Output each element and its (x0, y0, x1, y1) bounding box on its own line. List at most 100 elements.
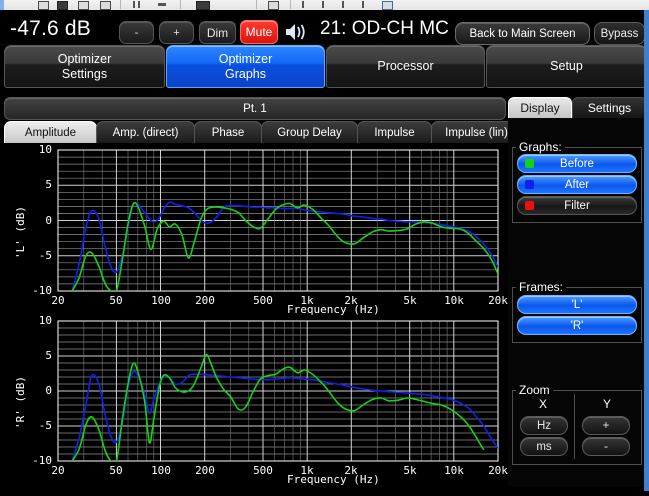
toolbar-icon-7[interactable] (158, 3, 166, 6)
x-axis-tick: 5k (403, 464, 417, 477)
toolbar-icon-6[interactable] (138, 1, 140, 8)
zoom-y-minus-button[interactable]: - (582, 437, 630, 456)
chart-right-channel[interactable]: 10 5 0 -5 -10 20 50 100 200 500 1k 2k 5k 10k 20k 'R' (d… (0, 314, 508, 491)
tab-optimizer-settings[interactable]: Optimizer Settings (4, 45, 165, 88)
dim-button[interactable]: Dim (199, 21, 236, 44)
tab-amp-direct[interactable]: Amp. (direct) (96, 121, 195, 143)
graph-toggle-label: Filter (564, 199, 590, 212)
zoom-divider (574, 394, 575, 459)
x-axis-tick: 50 (109, 464, 123, 477)
tab-setup[interactable]: Setup (486, 45, 647, 88)
y-axis-tick: 10 (38, 143, 52, 156)
window-right-edge (644, 10, 649, 491)
transport-header: -47.6 dB - + Dim Mute 21: OD-CH MC Back … (0, 10, 649, 45)
tab-display[interactable]: Display (508, 97, 572, 118)
graph-toggle-before[interactable]: Before (517, 154, 637, 173)
mute-button[interactable]: Mute (240, 20, 278, 44)
graph-toggle-label: After (564, 178, 590, 191)
gain-increment-button[interactable]: + (159, 21, 194, 44)
x-axis-label: Frequency (Hz) (287, 303, 380, 316)
series-before (71, 201, 498, 291)
toolbar-icon-10[interactable] (322, 1, 324, 8)
toolbar-separator-4 (290, 0, 291, 9)
graph-toggle-label: Before (560, 157, 594, 170)
tab-group-delay[interactable]: Group Delay (261, 121, 358, 143)
toolbar-icon-13[interactable] (382, 1, 393, 10)
tab-settings[interactable]: Settings (572, 97, 647, 118)
x-axis-tick: 20k (488, 464, 508, 477)
zoom-x-axis-label: X (538, 397, 547, 411)
tab-optimizer-graphs[interactable]: Optimizer Graphs (166, 45, 325, 88)
search-icon[interactable] (196, 1, 210, 10)
gain-decrement-button[interactable]: - (119, 21, 154, 44)
toolbar-separator-1 (120, 0, 121, 9)
x-axis-tick: 2k (344, 294, 358, 307)
x-axis-tick: 200 (195, 464, 215, 477)
preset-label: 21: OD-CH MC (320, 18, 449, 39)
toolbar-icon-3[interactable] (78, 1, 89, 10)
main-tab-bar: Optimizer Settings Optimizer Graphs Proc… (0, 45, 649, 90)
tab-processor[interactable]: Processor (326, 45, 485, 88)
graph-toggle-filter[interactable]: Filter (517, 196, 637, 215)
graphs-group (512, 147, 642, 223)
zoom-x-ms-button[interactable]: ms (520, 437, 568, 456)
tab-amplitude[interactable]: Amplitude (4, 121, 97, 143)
y-axis-tick: -10 (32, 284, 52, 297)
plot-canvas (57, 149, 499, 292)
led-before-icon (525, 159, 534, 168)
toolbar-icon-8[interactable] (268, 1, 279, 10)
toolbar-icon-5[interactable] (133, 1, 135, 8)
frame-toggle-r[interactable]: 'R' (517, 316, 637, 335)
y-axis-tick: 0 (45, 384, 52, 397)
x-axis-tick: 100 (151, 464, 171, 477)
x-axis-tick: 200 (195, 294, 215, 307)
y-axis-tick: -5 (38, 249, 52, 262)
y-axis-tick: -10 (32, 454, 52, 467)
x-axis-tick: 50 (109, 294, 123, 307)
graph-type-tab-bar: Amplitude Amp. (direct) Phase Group Dela… (4, 121, 522, 143)
frame-toggle-l[interactable]: 'L' (517, 295, 637, 314)
toolbar-icon-4[interactable] (100, 1, 111, 10)
graph-toggle-after[interactable]: After (517, 175, 637, 194)
back-to-main-screen-button[interactable]: Back to Main Screen (455, 22, 590, 45)
y-axis-tick: 5 (45, 349, 52, 362)
x-axis-tick: 5k (403, 294, 417, 307)
x-axis-label: Frequency (Hz) (287, 473, 380, 486)
led-after-icon (525, 180, 534, 189)
zoom-x-hz-button[interactable]: Hz (520, 416, 568, 435)
toolbar-icon-2[interactable] (57, 1, 68, 10)
zoom-y-plus-button[interactable]: + (582, 416, 630, 435)
series-after (71, 370, 498, 461)
toolbar-icon-11[interactable] (342, 1, 344, 8)
y-axis-tick: -5 (38, 419, 52, 432)
tab-line2: Graphs (225, 66, 266, 81)
x-axis-tick: 20k (488, 294, 508, 307)
speaker-icon[interactable] (284, 22, 310, 42)
os-accent-bar (0, 0, 4, 10)
y-axis-label: 'R' (dB) (14, 376, 27, 429)
bypass-button[interactable]: Bypass (594, 22, 645, 45)
tab-line1: Processor (377, 59, 434, 73)
tab-line1: Setup (550, 59, 583, 73)
frames-group-label: Frames: (516, 280, 567, 294)
measurement-point-bar[interactable]: Pt. 1 (4, 97, 506, 120)
x-axis-tick: 2k (344, 464, 358, 477)
tab-impulse[interactable]: Impulse (357, 121, 432, 143)
tab-impulse-lin[interactable]: Impulse (lin) (431, 121, 522, 143)
tab-line2: Settings (61, 66, 108, 81)
x-axis-tick: 10k (444, 294, 464, 307)
y-axis-label: 'L' (dB) (14, 206, 27, 259)
x-axis-tick: 500 (253, 294, 273, 307)
x-axis-tick: 10k (444, 464, 464, 477)
chart-left-channel[interactable]: 10 5 0 -5 -10 20 50 100 200 500 1k 2k 5k 10k 20k 'L' (d… (0, 143, 508, 316)
toolbar-separator-2 (180, 0, 181, 9)
toolbar-icon-12[interactable] (362, 1, 364, 8)
toolbar-icon-1[interactable] (38, 1, 49, 10)
zoom-group-label: Zoom (516, 383, 553, 397)
tab-line1: Optimizer (57, 51, 112, 66)
tab-phase[interactable]: Phase (194, 121, 262, 143)
toolbar-icon-9[interactable] (302, 1, 304, 8)
graphs-group-label: Graphs: (516, 140, 565, 154)
toolbar-separator-3 (256, 0, 257, 9)
